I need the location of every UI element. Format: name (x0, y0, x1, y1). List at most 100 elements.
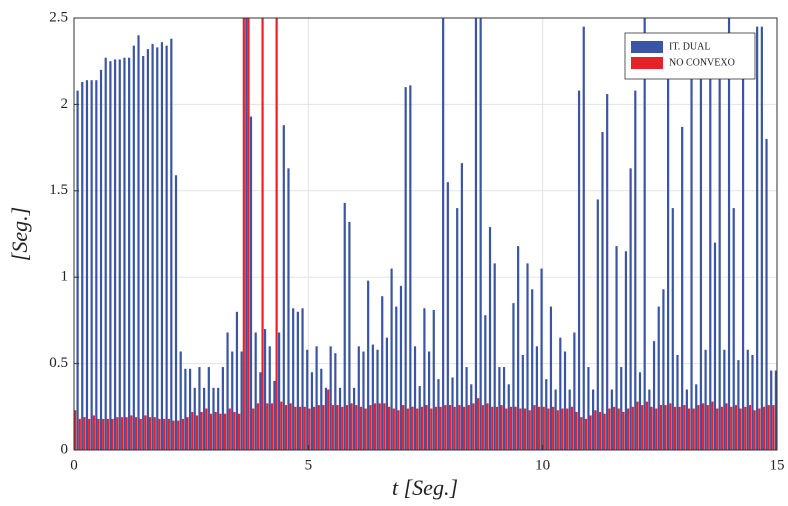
bar (716, 408, 719, 450)
bar (568, 389, 571, 450)
bar (718, 61, 721, 450)
bar (355, 405, 358, 450)
bar (753, 410, 756, 450)
bar (128, 57, 131, 450)
bar (732, 208, 735, 450)
bar (563, 351, 567, 450)
bar (233, 411, 236, 450)
bar (130, 415, 133, 450)
bar (535, 346, 538, 450)
bar (683, 405, 686, 450)
bar (488, 227, 492, 450)
bar (123, 57, 126, 450)
bar (81, 81, 84, 450)
bar (770, 370, 773, 450)
bar (556, 410, 559, 450)
bar (371, 344, 374, 450)
bar (416, 408, 419, 450)
bar (610, 389, 613, 450)
bar (498, 367, 501, 450)
bar (353, 387, 356, 450)
bar (734, 405, 738, 450)
bar (85, 80, 89, 450)
bar (650, 406, 653, 450)
bar (678, 406, 681, 450)
bar (240, 351, 243, 450)
bar (638, 372, 642, 450)
bar (214, 411, 217, 450)
bar (420, 406, 424, 450)
bar (252, 408, 255, 450)
bar (402, 405, 405, 450)
y-tick-label: 2.5 (49, 9, 68, 25)
bar (373, 403, 377, 450)
bar (570, 406, 573, 450)
bar (418, 386, 421, 450)
bar (662, 289, 665, 450)
bar (245, 18, 248, 450)
bar (673, 406, 677, 450)
legend-label: IT. DUAL (669, 41, 710, 52)
bar (430, 408, 433, 450)
bar (275, 18, 278, 450)
bar (481, 405, 484, 450)
bar (413, 346, 417, 450)
bar (292, 308, 295, 450)
bar (165, 45, 168, 450)
bar (97, 418, 100, 450)
bar (217, 387, 220, 450)
bar (737, 360, 740, 450)
bar (631, 406, 634, 450)
legend-swatch (631, 57, 663, 69)
bar (315, 346, 318, 450)
bar (434, 406, 438, 450)
bar (284, 405, 288, 450)
bar (385, 337, 389, 450)
bar (301, 308, 304, 450)
bar (228, 408, 231, 450)
bar (104, 57, 107, 450)
bar (331, 405, 334, 450)
bar (702, 403, 705, 450)
bar (308, 408, 311, 450)
bar (83, 417, 86, 450)
bar (685, 389, 688, 450)
bar (174, 175, 178, 450)
bar (523, 408, 527, 450)
bar (113, 59, 117, 450)
bar (502, 367, 506, 450)
bar (648, 389, 651, 450)
bar (125, 417, 128, 450)
bar (746, 349, 749, 450)
bar (151, 43, 154, 450)
bar (289, 403, 292, 450)
bar (470, 384, 473, 450)
bar (256, 403, 259, 450)
bar (594, 410, 597, 450)
bar (760, 26, 763, 450)
bar (697, 405, 700, 450)
bar (282, 125, 285, 450)
bar (622, 411, 625, 450)
bar (188, 368, 192, 450)
bar (720, 406, 723, 450)
bar (509, 406, 513, 450)
bar (699, 69, 703, 450)
bar (184, 368, 187, 450)
x-tick-label: 0 (70, 457, 78, 473)
bar (324, 387, 328, 450)
bar (634, 90, 637, 450)
bar (423, 308, 426, 450)
bar (242, 18, 245, 450)
bar (711, 401, 714, 450)
bar (667, 52, 670, 450)
bar (329, 346, 332, 450)
bar (603, 413, 606, 450)
bar (313, 406, 316, 450)
bar (317, 405, 320, 450)
bar (505, 408, 508, 450)
bar (641, 405, 644, 450)
bar (111, 418, 114, 450)
bar (484, 315, 487, 450)
